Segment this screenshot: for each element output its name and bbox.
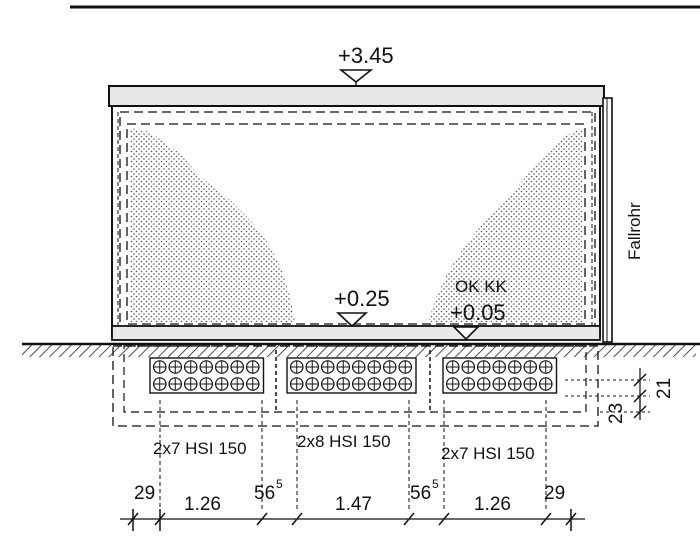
pile-groups: [149, 357, 558, 394]
pile-group-label-3: 2x7 HSI 150: [441, 444, 535, 463]
pile-symbol: [289, 377, 304, 391]
pile-symbol: [336, 360, 351, 374]
pile-symbol: [398, 360, 413, 374]
pile-group-2: [286, 357, 417, 394]
pile-symbol: [398, 377, 413, 391]
pile-symbol: [320, 360, 335, 374]
dim-end-right: 29: [544, 483, 565, 504]
dim-gap-2-sup: 5: [432, 477, 439, 491]
top-level-marker: [338, 69, 374, 84]
pile-symbol: [367, 360, 382, 374]
pile-symbol: [152, 377, 167, 391]
pile-symbol: [523, 360, 538, 374]
pile-symbol: [214, 377, 229, 391]
dotted-area-left: [130, 128, 295, 322]
pile-symbol: [168, 377, 183, 391]
pile-symbol: [214, 360, 229, 374]
ground-hatch-right: [596, 345, 696, 357]
pile-symbol: [538, 360, 553, 374]
inner-dashed-outline-2: [126, 123, 586, 325]
pile-symbol: [183, 360, 198, 374]
pile-symbol: [168, 360, 183, 374]
dim-gap-1: 56: [254, 483, 275, 504]
pile-symbol: [523, 377, 538, 391]
top-level-label: +3.45: [338, 43, 394, 68]
pile-symbol: [230, 377, 245, 391]
pile-symbol: [245, 377, 260, 391]
ok-kk-level-marker: [452, 326, 480, 341]
pile-symbol: [351, 360, 366, 374]
pile-symbol: [538, 377, 553, 391]
pile-symbol: [305, 360, 320, 374]
pile-group-box: [286, 357, 417, 394]
pile-symbol: [507, 360, 522, 374]
roof-slab: [108, 85, 605, 107]
pile-symbol: [152, 360, 167, 374]
ground-hatch-middle: [118, 345, 596, 357]
pile-symbol: [351, 377, 366, 391]
pile-symbol: [199, 377, 214, 391]
floor-slab: [111, 325, 601, 341]
ok-kk-label: OK KK: [455, 277, 508, 296]
floor-level-label: +0.25: [334, 286, 390, 311]
pile-symbol: [199, 360, 214, 374]
vertical-dimension-lines: [565, 368, 650, 420]
pile-symbol: [183, 377, 198, 391]
dotted-area-right: [428, 128, 582, 322]
pile-symbol: [476, 377, 491, 391]
dim-group-3: 1.26: [474, 494, 511, 515]
pile-symbol: [289, 360, 304, 374]
dim-foundation-depth: 23: [606, 403, 627, 424]
pile-symbol: [507, 377, 522, 391]
pile-symbol: [461, 360, 476, 374]
pile-symbol: [320, 377, 335, 391]
dim-gap-2: 56: [410, 483, 431, 504]
pile-group-1: [149, 357, 265, 394]
pile-symbol: [230, 360, 245, 374]
pile-symbol: [336, 377, 351, 391]
pile-symbol: [476, 360, 491, 374]
dim-group-1: 1.26: [184, 494, 221, 515]
downpipe-label: Fallrohr: [625, 202, 644, 260]
dim-end-left: 29: [134, 483, 155, 504]
pile-symbol: [445, 377, 460, 391]
pile-symbol: [461, 377, 476, 391]
dim-gap-1-sup: 5: [276, 477, 283, 491]
floor-level-marker: [335, 312, 369, 328]
ok-kk-level-label: +0.05: [450, 300, 506, 325]
foundation-outline: [112, 345, 599, 427]
dimension-ticks: [127, 509, 577, 531]
pile-group-label-1: 2x7 HSI 150: [153, 439, 247, 458]
pile-symbol: [445, 360, 460, 374]
pile-symbol: [382, 377, 397, 391]
pile-symbol: [305, 377, 320, 391]
pile-symbol: [492, 360, 507, 374]
pile-group-3: [442, 357, 558, 394]
ground-hatch-left: [22, 345, 118, 357]
pile-symbol: [367, 377, 382, 391]
pile-symbol: [492, 377, 507, 391]
dim-box-height: 21: [654, 378, 675, 399]
pile-group-label-2: 2x8 HSI 150: [297, 432, 391, 451]
pile-symbol: [382, 360, 397, 374]
pile-symbol: [245, 360, 260, 374]
dim-group-2: 1.47: [335, 494, 372, 515]
foundation-outline-inner: [123, 345, 587, 413]
